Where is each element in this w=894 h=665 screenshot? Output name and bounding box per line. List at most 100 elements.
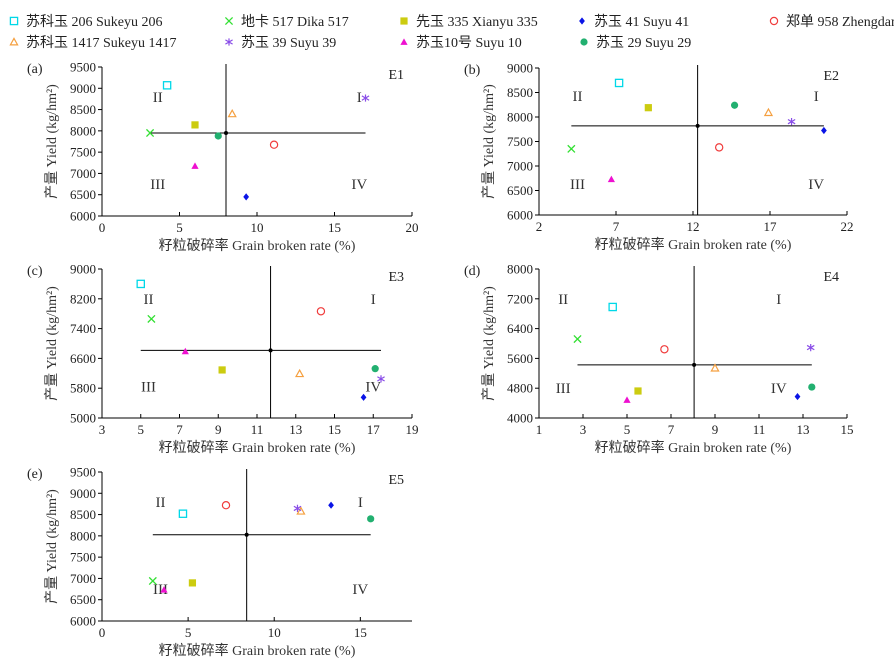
legend-item-suyu10: 苏玉10号 Suyu 10 xyxy=(398,32,522,52)
data-point xyxy=(296,506,306,515)
data-point xyxy=(218,366,226,374)
x-tick-label: 15 xyxy=(328,422,341,437)
y-tick-label: 6500 xyxy=(70,187,96,202)
y-tick-label: 9000 xyxy=(507,61,533,76)
y-tick-label: 9500 xyxy=(70,60,96,75)
x-tick-label: 11 xyxy=(753,422,766,437)
data-point xyxy=(794,392,801,401)
legend-item-dika517: 地卡 517 Dika 517 xyxy=(223,11,349,31)
data-point xyxy=(607,175,615,183)
marker-icon xyxy=(400,17,408,25)
quadrant-label: I xyxy=(814,89,819,105)
data-point xyxy=(608,302,617,312)
data-point xyxy=(160,586,168,593)
legend-marker-icon xyxy=(400,17,408,25)
y-axis-label: 产量 Yield (kg/hm²) xyxy=(481,286,497,401)
y-tick-label: 4800 xyxy=(507,381,533,396)
data-point xyxy=(623,396,631,403)
x-tick-label: 0 xyxy=(99,220,106,235)
data-point xyxy=(787,118,796,126)
axes xyxy=(101,67,412,217)
data-point xyxy=(573,334,582,344)
data-point xyxy=(360,393,367,401)
x-tick-label: 11 xyxy=(251,422,264,437)
data-point xyxy=(567,144,576,153)
x-tick-label: 7 xyxy=(613,219,620,234)
data-point xyxy=(361,94,370,102)
marker-icon xyxy=(9,16,19,26)
y-tick-label: 6500 xyxy=(507,183,533,198)
mean-point xyxy=(268,348,273,353)
legend-label: 苏玉10号 Suyu 10 xyxy=(416,36,522,51)
panel-title: E5 xyxy=(388,473,404,488)
x-axis-label: 籽粒破碎率 Grain broken rate (%) xyxy=(595,236,792,253)
legend-item-suyu39: 苏玉 39 Suyu 39 xyxy=(223,32,336,52)
mean-point xyxy=(244,532,249,537)
y-tick-label: 6600 xyxy=(70,351,96,366)
y-tick-label: 8500 xyxy=(70,102,96,117)
data-point xyxy=(136,279,145,289)
panel-label: (b) xyxy=(464,63,481,78)
data-point xyxy=(145,128,155,138)
legend-item-sukeyu1417: 苏科玉 1417 Sukeyu 1417 xyxy=(8,32,177,52)
y-tick-label: 7500 xyxy=(70,550,96,565)
data-point xyxy=(316,307,326,316)
legend-label: 先玉 335 Xianyu 335 xyxy=(416,15,538,30)
quadrant-label: IV xyxy=(365,379,381,395)
quadrant-label: I xyxy=(358,495,363,511)
data-point xyxy=(710,363,720,372)
x-tick-label: 15 xyxy=(328,220,341,235)
data-point xyxy=(763,107,774,117)
legend-item-zhengdan958: 郑单 958 Zhengdan 958 xyxy=(768,11,894,31)
y-tick-label: 8000 xyxy=(507,262,533,277)
y-tick-label: 9000 xyxy=(70,262,96,277)
y-tick-label: 6000 xyxy=(70,614,96,629)
quadrant-label: III xyxy=(150,177,165,193)
data-point xyxy=(148,576,157,586)
y-tick-label: 8500 xyxy=(70,507,96,522)
legend-label: 郑单 958 Zhengdan 958 xyxy=(786,15,894,30)
data-point xyxy=(644,104,652,112)
data-point xyxy=(214,132,222,140)
data-point xyxy=(808,383,816,391)
x-tick-label: 9 xyxy=(712,422,719,437)
x-axis-label: 籽粒破碎率 Grain broken rate (%) xyxy=(159,237,356,254)
y-tick-label: 9000 xyxy=(70,81,96,96)
x-tick-label: 10 xyxy=(268,625,281,640)
y-axis-label: 产量 Yield (kg/hm²) xyxy=(481,84,497,199)
x-tick-label: 9 xyxy=(215,422,222,437)
legend-marker-icon xyxy=(9,16,19,26)
data-point xyxy=(660,345,669,354)
x-tick-label: 7 xyxy=(176,422,183,437)
legend-marker-icon xyxy=(579,17,585,25)
legend-item-suyu29: 苏玉 29 Suyu 29 xyxy=(578,32,691,52)
quadrant-label: II xyxy=(156,495,166,511)
x-tick-label: 10 xyxy=(251,220,264,235)
panel-label: (a) xyxy=(27,62,43,77)
mean-point xyxy=(692,362,697,367)
panel-label: (c) xyxy=(27,264,43,279)
marker-icon xyxy=(225,38,233,46)
y-tick-label: 7000 xyxy=(70,166,96,181)
y-tick-label: 7400 xyxy=(70,321,96,336)
quadrant-label: II xyxy=(573,89,583,105)
y-tick-label: 8200 xyxy=(70,291,96,306)
data-point xyxy=(293,504,302,512)
x-tick-label: 3 xyxy=(99,422,106,437)
legend-label: 苏玉 39 Suyu 39 xyxy=(241,36,337,51)
legend-marker-icon xyxy=(400,38,408,45)
legend-marker-icon xyxy=(9,37,19,46)
mean-point xyxy=(695,123,700,128)
quadrant-label: II xyxy=(153,90,163,106)
panel-e3: 3 5 7 9 11 13 15 17 19 5000 5800 6600 7400 8200 9000 籽粒… xyxy=(27,262,419,457)
panel-e4: 1 3 5 7 9 11 13 15400048005600640072008000籽粒破碎率… xyxy=(464,262,854,457)
y-tick-label: 7500 xyxy=(70,145,96,160)
x-tick-label: 3 xyxy=(580,422,587,437)
y-tick-label: 8500 xyxy=(507,85,533,100)
data-point xyxy=(634,387,642,395)
quadrant-label: III xyxy=(556,381,571,397)
y-tick-label: 8000 xyxy=(70,123,96,138)
data-point xyxy=(227,108,237,118)
x-tick-label: 22 xyxy=(841,219,854,234)
y-tick-label: 5600 xyxy=(507,351,533,366)
